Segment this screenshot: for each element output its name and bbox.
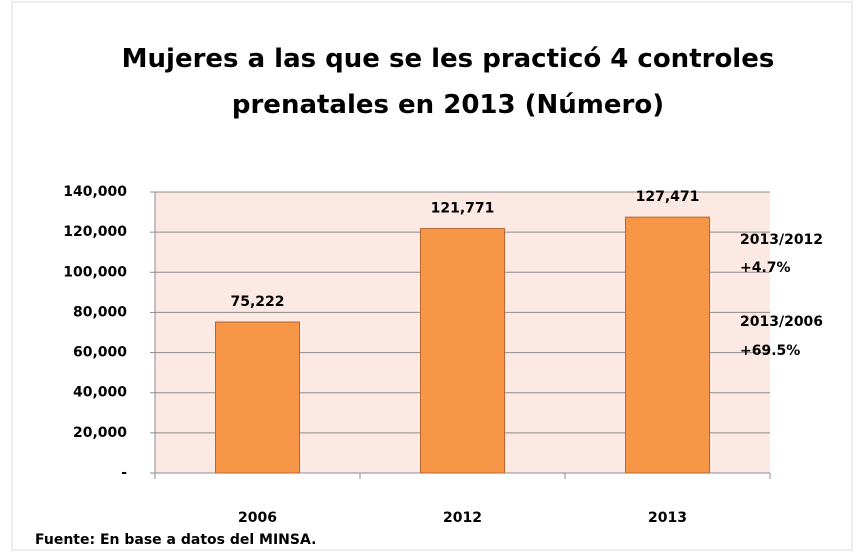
annotation: +4.7% bbox=[740, 260, 791, 276]
data-label: 75,222 bbox=[230, 294, 284, 310]
y-tick-label: - bbox=[121, 465, 127, 481]
data-label: 127,471 bbox=[636, 189, 700, 205]
annotation: 2013/2012 bbox=[740, 232, 823, 248]
y-tick-label: 40,000 bbox=[73, 385, 127, 401]
y-tick-label: 100,000 bbox=[63, 264, 127, 280]
y-tick-label: 20,000 bbox=[73, 425, 127, 441]
y-tick-label: 80,000 bbox=[73, 304, 127, 320]
y-tick-label: 140,000 bbox=[63, 184, 127, 200]
annotation: +69.5% bbox=[740, 343, 800, 359]
x-tick-label: 2013 bbox=[648, 510, 687, 526]
y-tick-label: 120,000 bbox=[63, 224, 127, 240]
data-label: 121,771 bbox=[431, 201, 495, 217]
x-tick-label: 2006 bbox=[238, 510, 277, 526]
bar bbox=[420, 228, 505, 474]
x-tick-label: 2012 bbox=[443, 510, 482, 526]
y-tick-label: 60,000 bbox=[73, 345, 127, 361]
chart-title: Mujeres a las que se les practicó 4 cont… bbox=[121, 44, 775, 120]
bar bbox=[625, 216, 710, 474]
bar bbox=[215, 321, 300, 474]
source-note: Fuente: En base a datos del MINSA. bbox=[35, 532, 316, 548]
annotation: 2013/2006 bbox=[740, 314, 823, 330]
